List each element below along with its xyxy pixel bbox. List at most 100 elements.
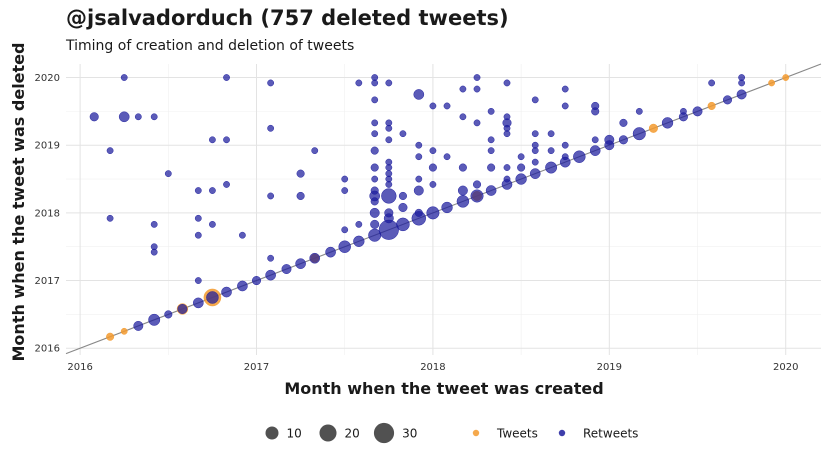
retweet-point <box>398 191 407 201</box>
retweet-point <box>561 141 569 149</box>
tweet-point <box>768 79 776 87</box>
tweet-point <box>106 332 115 341</box>
tweet-point <box>648 123 658 133</box>
retweet-point <box>385 158 393 166</box>
legend-size-label: 10 <box>287 427 302 441</box>
retweet-point <box>531 96 539 104</box>
legend-size-label: 30 <box>402 427 417 441</box>
retweet-point <box>384 208 394 218</box>
retweet-point <box>545 161 558 174</box>
tweet-point <box>120 327 128 335</box>
retweet-point <box>487 147 495 155</box>
retweet-point <box>604 134 615 145</box>
retweet-point <box>381 188 397 204</box>
retweet-point <box>296 191 305 201</box>
legend-key-tweets <box>472 429 480 437</box>
retweet-point <box>591 107 600 116</box>
retweet-point <box>414 208 423 217</box>
retweet-point <box>239 231 246 239</box>
retweet-point <box>517 153 525 161</box>
retweet-point <box>573 150 586 163</box>
retweet-point <box>708 79 716 87</box>
retweet-point <box>267 192 275 200</box>
retweet-point <box>619 118 628 127</box>
retweet-point <box>413 185 424 196</box>
retweet-point <box>341 187 349 194</box>
legend-size-30 <box>373 422 395 444</box>
retweet-point <box>341 175 349 183</box>
x-axis-ticks: 2016 2017 2018 2019 2020 <box>67 362 798 373</box>
retweet-point <box>265 269 276 281</box>
retweet-point <box>106 147 114 155</box>
retweet-point <box>385 136 393 144</box>
retweet-point <box>371 96 379 104</box>
y-axis-ticks: 2016 2017 2018 2019 2020 <box>35 73 60 355</box>
retweet-point <box>517 163 526 172</box>
retweet-point <box>415 175 423 183</box>
retweet-point <box>148 313 161 326</box>
retweet-point <box>370 163 379 172</box>
retweet-point <box>561 102 569 110</box>
chart-title: @jsalvadorduch (757 deleted tweets) <box>66 6 509 30</box>
retweet-point <box>281 264 292 274</box>
retweet-point <box>150 220 158 228</box>
retweet-point <box>385 181 393 188</box>
retweet-point <box>251 276 262 286</box>
retweet-point <box>311 147 319 155</box>
retweet-point <box>325 246 336 258</box>
x-axis-title: Month when the tweet was created <box>284 379 603 398</box>
retweet-point <box>503 79 511 87</box>
tweet-point <box>707 101 716 110</box>
retweet-point <box>150 248 158 256</box>
retweet-point <box>413 89 425 100</box>
legend-type-label: Retweets <box>583 427 638 441</box>
retweet-point <box>194 231 202 239</box>
retweet-point <box>618 135 628 145</box>
retweet-point <box>456 195 470 208</box>
retweet-point <box>369 207 380 218</box>
retweet-point <box>531 130 539 138</box>
retweet-point <box>470 189 484 203</box>
retweet-point <box>237 280 248 292</box>
y-tick-label: 2017 <box>35 276 60 287</box>
y-tick-label: 2019 <box>35 141 60 152</box>
retweet-point <box>371 79 379 87</box>
y-tick-label: 2020 <box>35 73 60 84</box>
retweet-point <box>485 185 497 196</box>
chart-subtitle: Timing of creation and deletion of tweet… <box>66 38 355 54</box>
retweet-point <box>459 113 467 121</box>
retweet-point <box>680 107 687 115</box>
legend-key-retweets <box>558 429 566 437</box>
x-tick-label: 2019 <box>597 362 622 373</box>
retweet-point <box>370 197 379 206</box>
retweet-point <box>529 168 541 179</box>
retweet-point <box>355 220 363 228</box>
retweet-point <box>295 258 306 269</box>
retweet-point <box>503 113 511 121</box>
retweet-point <box>415 153 423 161</box>
retweet-point <box>89 112 99 122</box>
retweet-point <box>134 113 142 121</box>
data-points <box>89 74 790 341</box>
retweet-point <box>487 136 495 144</box>
retweet-point <box>371 175 379 183</box>
retweet-point <box>429 181 437 188</box>
retweet-point <box>206 291 219 304</box>
retweet-point <box>487 107 495 115</box>
retweet-point <box>106 214 114 222</box>
retweet-point <box>547 147 555 155</box>
retweet-point <box>692 106 703 117</box>
retweet-point <box>223 136 230 144</box>
retweet-point <box>473 119 481 127</box>
retweet-point <box>661 117 674 129</box>
retweet-point <box>515 173 527 185</box>
x-tick-label: 2017 <box>244 362 269 373</box>
retweet-point <box>459 85 467 93</box>
y-axis-title: Month when the tweet was deleted <box>9 43 28 362</box>
retweet-point <box>429 147 437 155</box>
retweet-point <box>487 163 496 172</box>
retweet-point <box>591 136 599 144</box>
retweet-point <box>472 180 482 189</box>
retweet-point <box>531 141 539 149</box>
retweet-point <box>561 153 569 161</box>
